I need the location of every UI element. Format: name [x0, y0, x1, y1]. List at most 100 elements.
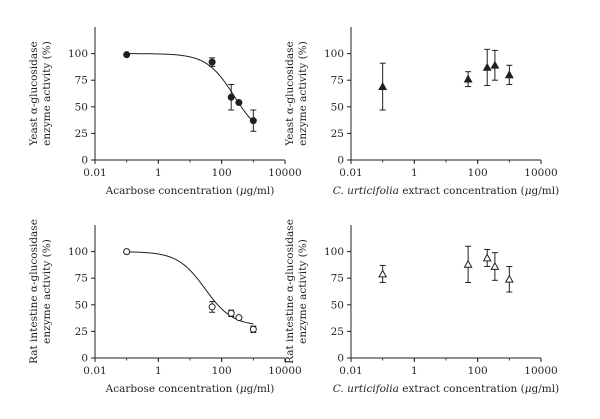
data-point — [208, 301, 216, 313]
open-triangle-marker — [504, 274, 514, 283]
x-tick-label: 0.01 — [83, 167, 106, 179]
data-point — [378, 62, 388, 111]
open-circle-marker — [249, 325, 257, 333]
x-tick-label: 0.01 — [339, 365, 362, 377]
data-point — [490, 252, 500, 281]
data-point — [504, 265, 514, 293]
x-axis-label-part: g/ml) — [532, 383, 560, 395]
x-axis-label: C. urticifolia extract concentration (μg… — [333, 383, 559, 395]
data-point — [123, 248, 131, 256]
y-axis-label: Rat intestine α-glucosidaseenzyme activi… — [28, 219, 53, 364]
open-triangle-marker — [463, 259, 473, 268]
data-point — [490, 49, 500, 81]
x-axis-label-part: g/ml) — [247, 383, 275, 395]
x-axis-label-part: C. urticifolia — [333, 383, 399, 395]
data-point — [249, 325, 257, 333]
open-triangle-marker — [378, 269, 388, 278]
y-tick-label: 0 — [337, 353, 344, 365]
filled-triangle-marker — [504, 70, 514, 79]
y-axis-label-line: Rat intestine α-glucosidase — [28, 219, 40, 364]
x-axis-label-part: C. urticifolia — [333, 185, 399, 197]
y-axis-label-line: Yeast α-glucosidase — [284, 41, 296, 146]
y-tick-label: 100 — [324, 48, 344, 60]
y-tick-label: 0 — [81, 353, 88, 365]
filled-triangle-marker — [463, 74, 473, 83]
data-point — [235, 314, 243, 322]
y-tick-label: 75 — [331, 75, 344, 87]
y-axis-label-line: enzyme activity (%) — [41, 239, 53, 344]
y-tick-label: 25 — [75, 326, 88, 338]
open-circle-marker — [123, 248, 131, 256]
x-tick-label: 100 — [212, 365, 232, 377]
x-axis-label-part: μ — [240, 383, 247, 395]
filled-circle-marker — [227, 93, 235, 101]
y-tick-label: 75 — [75, 273, 88, 285]
x-axis-label: Acarbose concentration (μg/ml) — [105, 185, 275, 197]
x-tick-label: 10000 — [524, 365, 557, 377]
open-triangle-marker — [490, 261, 500, 270]
filled-triangle-marker — [490, 60, 500, 69]
x-tick-label: 10000 — [268, 167, 301, 179]
y-tick-label: 50 — [75, 299, 88, 311]
open-circle-marker — [208, 303, 216, 311]
y-tick-label: 0 — [81, 155, 88, 167]
y-axis-label-line: enzyme activity (%) — [297, 239, 309, 344]
x-tick-label: 100 — [468, 365, 488, 377]
data-point — [378, 264, 388, 283]
x-axis-label-part: g/ml) — [532, 185, 560, 197]
y-tick-label: 50 — [75, 101, 88, 113]
data-point — [463, 245, 473, 283]
y-tick-label: 25 — [331, 128, 344, 140]
data-point — [227, 309, 235, 318]
x-axis-label: Acarbose concentration (μg/ml) — [105, 383, 275, 395]
panel-1: 0 25 50 75 100 0.01 1 100 10000 Yeast α-glucosida… — [28, 27, 302, 197]
data-point — [235, 99, 243, 107]
data-point — [249, 109, 257, 132]
x-axis-label: C. urticifolia extract concentration (μg… — [333, 185, 559, 197]
y-tick-label: 50 — [331, 101, 344, 113]
panel-2: 0 25 50 75 100 0.01 1 100 10000 Yeast α-glucosida… — [284, 27, 559, 197]
open-circle-marker — [235, 314, 243, 322]
filled-triangle-marker — [482, 62, 492, 71]
filled-circle-marker — [235, 99, 243, 107]
x-tick-label: 1 — [411, 365, 418, 377]
y-axis-label: Yeast α-glucosidaseenzyme activity (%) — [28, 41, 53, 147]
y-tick-label: 75 — [75, 75, 88, 87]
open-triangle-marker — [482, 253, 492, 262]
x-axis-label-part: extract concentration ( — [399, 383, 525, 395]
x-tick-label: 1 — [155, 365, 162, 377]
y-tick-label: 50 — [331, 299, 344, 311]
x-axis-label-part: Acarbose concentration ( — [105, 185, 240, 197]
y-axis-label-line: Yeast α-glucosidase — [28, 41, 40, 146]
x-axis-label-part: g/ml) — [247, 185, 275, 197]
y-axis-label-line: enzyme activity (%) — [297, 41, 309, 146]
y-tick-label: 100 — [324, 246, 344, 258]
x-axis-label-part: μ — [240, 185, 247, 197]
x-axis-label-part: μ — [525, 185, 532, 197]
y-axis-label: Yeast α-glucosidaseenzyme activity (%) — [284, 41, 309, 147]
x-tick-label: 100 — [212, 167, 232, 179]
data-point — [482, 248, 492, 267]
data-point — [123, 51, 131, 59]
filled-circle-marker — [123, 51, 131, 59]
x-tick-label: 10000 — [268, 365, 301, 377]
y-tick-label: 100 — [68, 48, 88, 60]
data-point — [208, 57, 216, 67]
x-tick-label: 10000 — [524, 167, 557, 179]
x-axis-label-part: extract concentration ( — [399, 185, 525, 197]
fit-curve — [126, 53, 254, 123]
data-point — [504, 64, 514, 85]
x-tick-label: 0.01 — [339, 167, 362, 179]
y-tick-label: 100 — [68, 246, 88, 258]
filled-triangle-marker — [378, 81, 388, 90]
x-tick-label: 0.01 — [83, 365, 106, 377]
y-axis-label: Rat intestine α-glucosidaseenzyme activi… — [284, 219, 309, 364]
data-point — [463, 71, 473, 88]
data-point — [227, 83, 235, 111]
y-axis-label-line: Rat intestine α-glucosidase — [284, 219, 296, 364]
open-circle-marker — [227, 309, 235, 317]
panel-4: 0 25 50 75 100 0.01 1 100 10000 Rat intestine α-g… — [284, 219, 559, 395]
data-point — [482, 48, 492, 87]
